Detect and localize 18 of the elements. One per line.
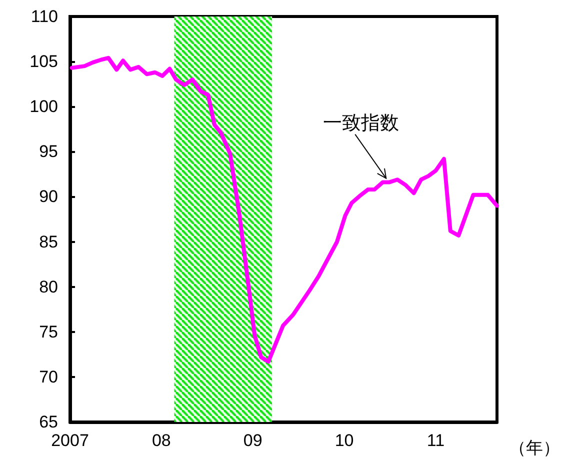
y-tick-label: 110 <box>30 7 58 26</box>
annotation: 一致指数 <box>323 112 400 134</box>
y-tick-label: 105 <box>30 52 58 72</box>
y-tick-label: 65 <box>39 412 58 432</box>
y-tick-label: 80 <box>39 277 58 296</box>
x-tick-label: 08 <box>152 431 171 450</box>
y-tick-label: 70 <box>39 367 58 386</box>
y-tick-label: 75 <box>39 322 58 342</box>
y-tick-label: 85 <box>39 232 58 252</box>
x-tick-label: 10 <box>334 431 354 450</box>
x-axis-title: （年） <box>509 438 560 458</box>
x-tick-label: 09 <box>243 431 262 450</box>
y-tick-label: 95 <box>39 142 58 162</box>
line-series <box>70 56 499 364</box>
x-tick-label: 2007 <box>51 431 89 450</box>
y-tick-label: 90 <box>39 187 58 206</box>
x-tick-label: 11 <box>426 431 445 450</box>
y-tick-label: 100 <box>30 97 58 116</box>
